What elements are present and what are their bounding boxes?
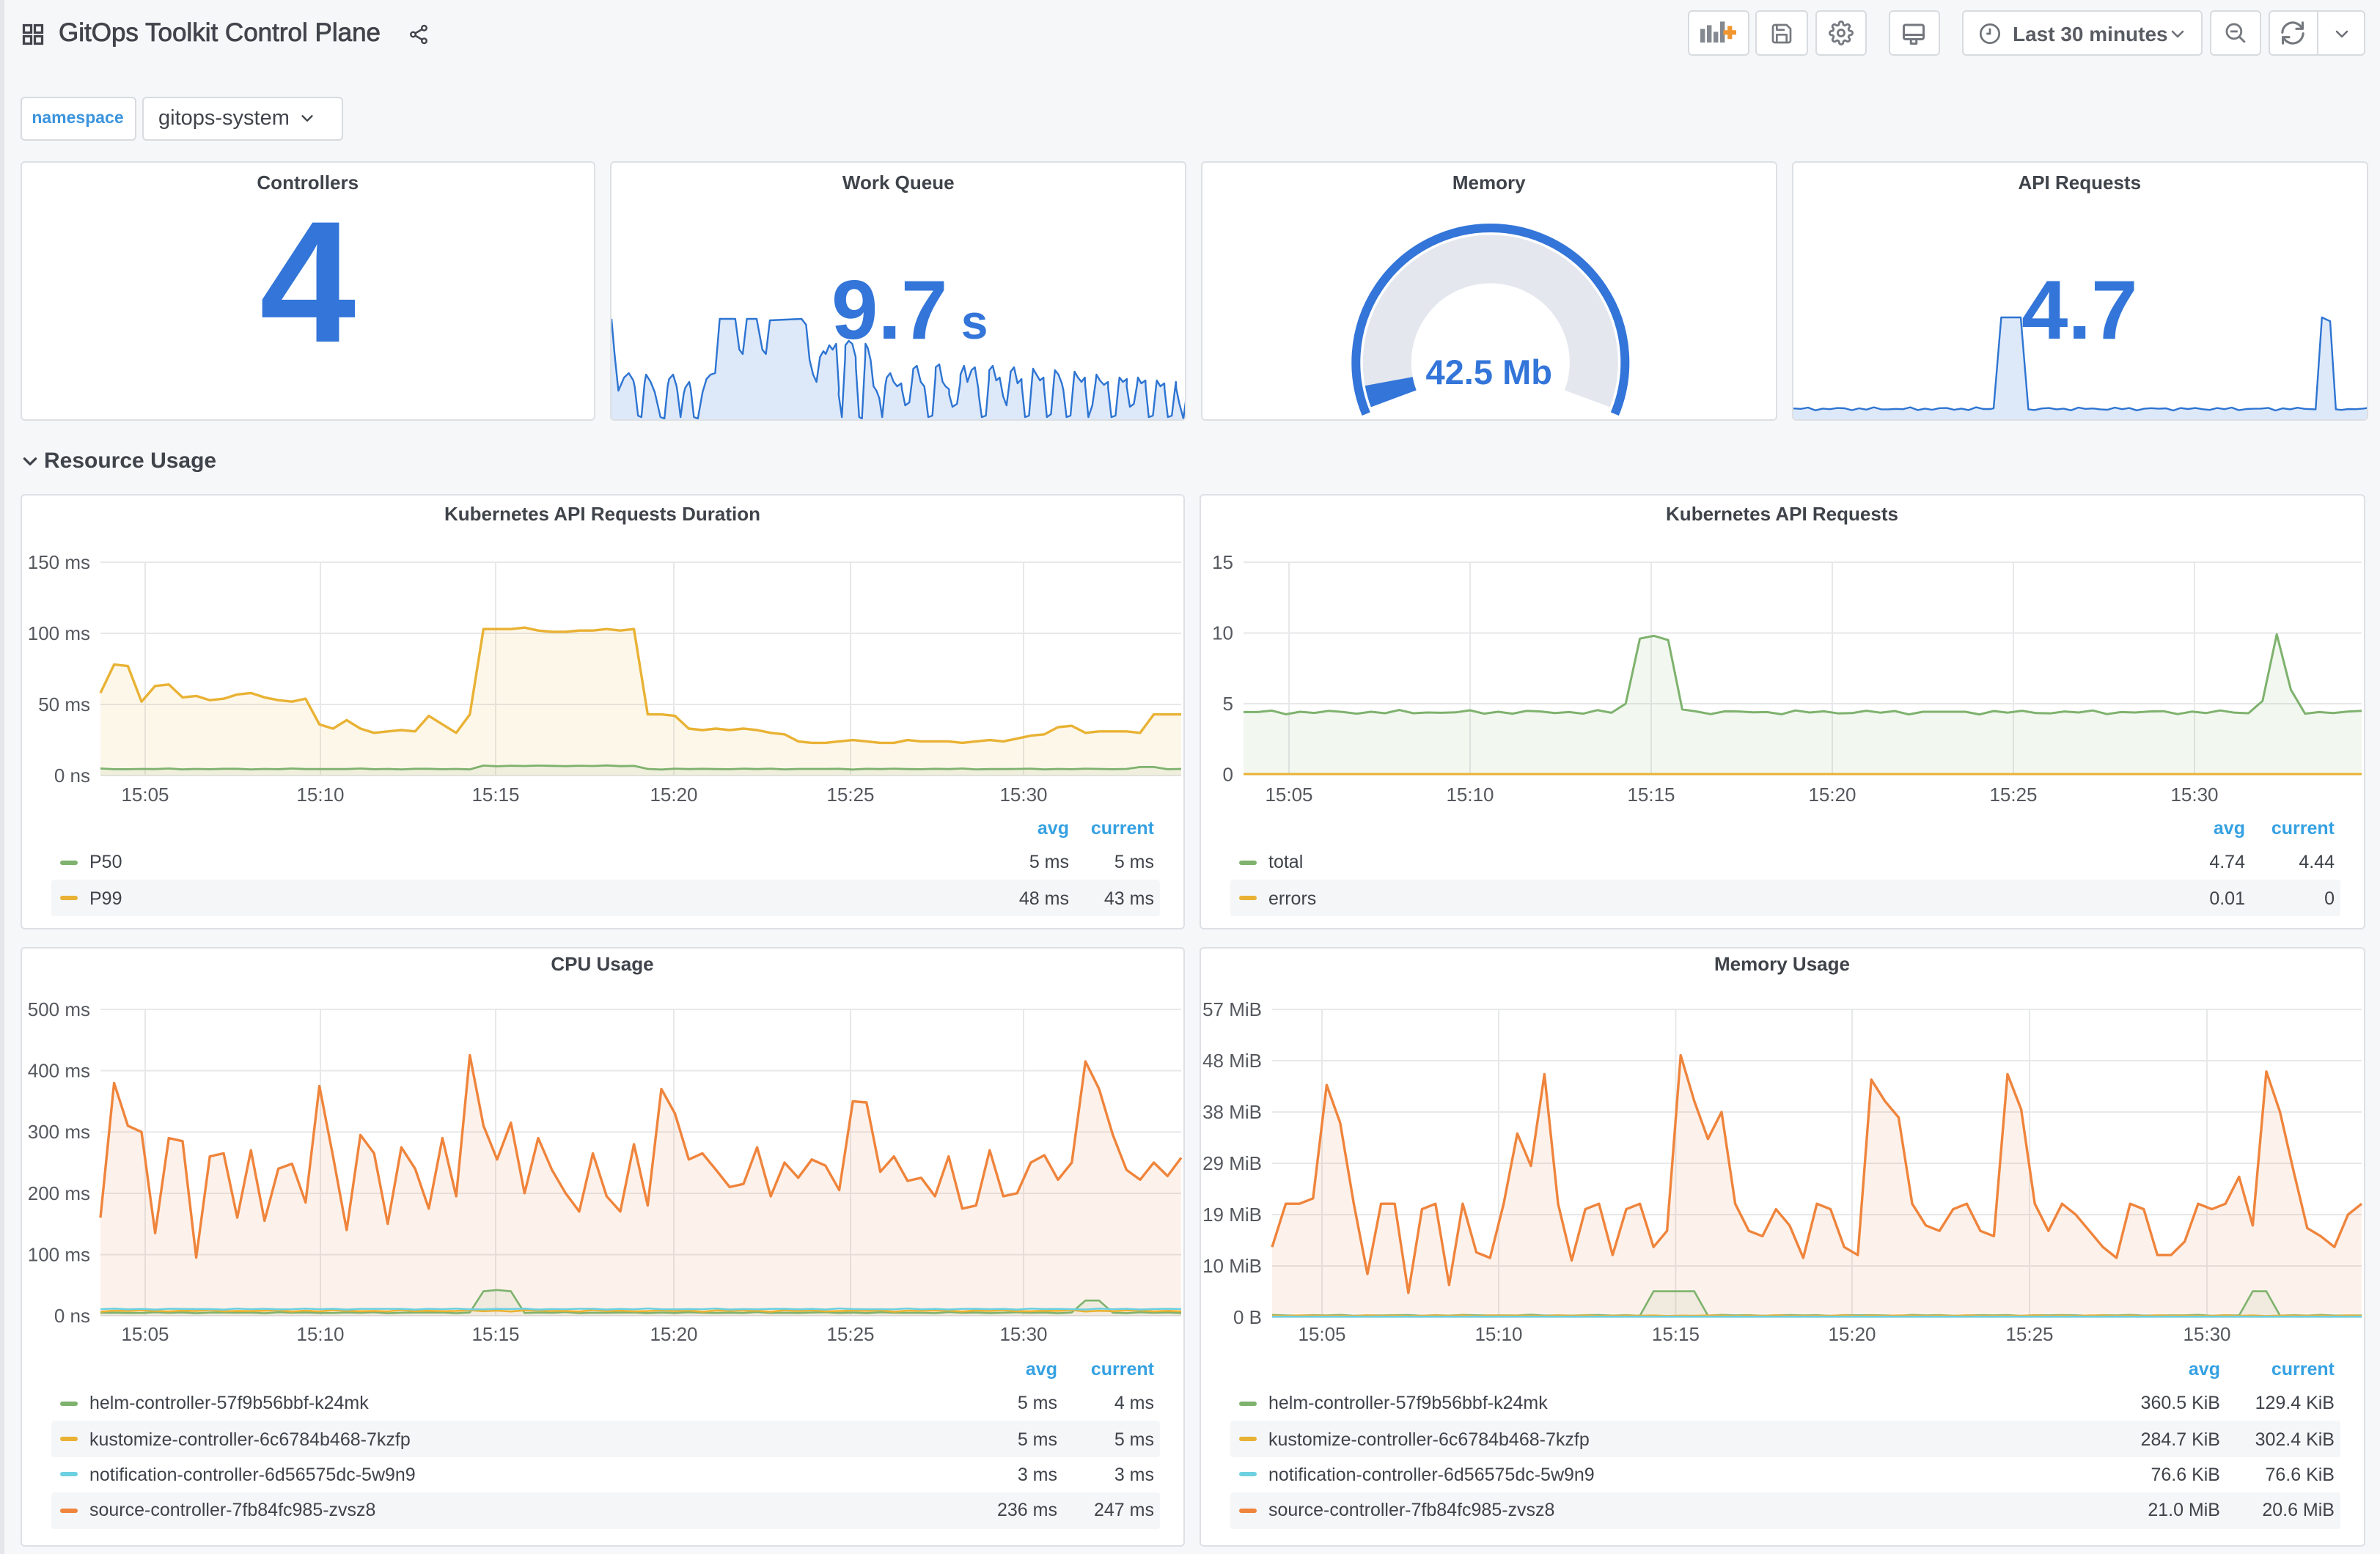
- svg-text:15:20: 15:20: [1827, 1323, 1875, 1345]
- svg-text:15:30: 15:30: [2182, 1323, 2230, 1345]
- svg-text:5: 5: [1222, 693, 1233, 715]
- svg-text:10: 10: [1211, 622, 1233, 644]
- svg-text:10 MiB: 10 MiB: [1202, 1255, 1261, 1277]
- svg-text:38 MiB: 38 MiB: [1202, 1101, 1261, 1123]
- svg-text:15:20: 15:20: [649, 784, 697, 806]
- svg-text:50 ms: 50 ms: [37, 693, 89, 715]
- svg-text:0 B: 0 B: [1233, 1306, 1261, 1328]
- svg-text:15:10: 15:10: [1445, 784, 1493, 806]
- svg-text:19 MiB: 19 MiB: [1202, 1204, 1261, 1226]
- svg-text:15:20: 15:20: [1807, 784, 1855, 806]
- svg-text:15:30: 15:30: [999, 784, 1046, 806]
- svg-text:150 ms: 150 ms: [27, 551, 89, 573]
- svg-text:15:10: 15:10: [295, 1323, 343, 1345]
- svg-text:15:10: 15:10: [295, 784, 343, 806]
- svg-text:15:15: 15:15: [1626, 784, 1674, 806]
- svg-text:15:20: 15:20: [649, 1323, 697, 1345]
- svg-text:15: 15: [1211, 551, 1233, 573]
- svg-text:100 ms: 100 ms: [27, 1244, 89, 1266]
- svg-text:48 MiB: 48 MiB: [1202, 1050, 1261, 1072]
- svg-text:0 ns: 0 ns: [54, 1305, 89, 1327]
- svg-text:15:05: 15:05: [1297, 1323, 1345, 1345]
- svg-text:15:05: 15:05: [1264, 784, 1312, 806]
- svg-text:15:25: 15:25: [826, 1323, 873, 1345]
- svg-text:15:25: 15:25: [826, 784, 873, 806]
- svg-text:57 MiB: 57 MiB: [1202, 998, 1261, 1020]
- svg-text:200 ms: 200 ms: [27, 1182, 89, 1204]
- svg-text:15:30: 15:30: [999, 1323, 1046, 1345]
- svg-text:15:25: 15:25: [1988, 784, 2036, 806]
- svg-text:15:05: 15:05: [120, 784, 168, 806]
- svg-text:29 MiB: 29 MiB: [1202, 1152, 1261, 1174]
- svg-text:15:10: 15:10: [1474, 1323, 1521, 1345]
- svg-text:300 ms: 300 ms: [27, 1121, 89, 1143]
- svg-text:15:30: 15:30: [2170, 784, 2217, 806]
- svg-text:15:15: 15:15: [1651, 1323, 1699, 1345]
- svg-text:15:15: 15:15: [471, 1323, 518, 1345]
- svg-text:15:05: 15:05: [120, 1323, 168, 1345]
- svg-text:15:15: 15:15: [471, 784, 518, 806]
- svg-text:0 ns: 0 ns: [54, 765, 89, 787]
- svg-text:0: 0: [1222, 764, 1233, 786]
- svg-text:500 ms: 500 ms: [27, 998, 89, 1020]
- svg-text:400 ms: 400 ms: [27, 1060, 89, 1082]
- svg-text:100 ms: 100 ms: [27, 622, 89, 644]
- svg-text:15:25: 15:25: [2005, 1323, 2052, 1345]
